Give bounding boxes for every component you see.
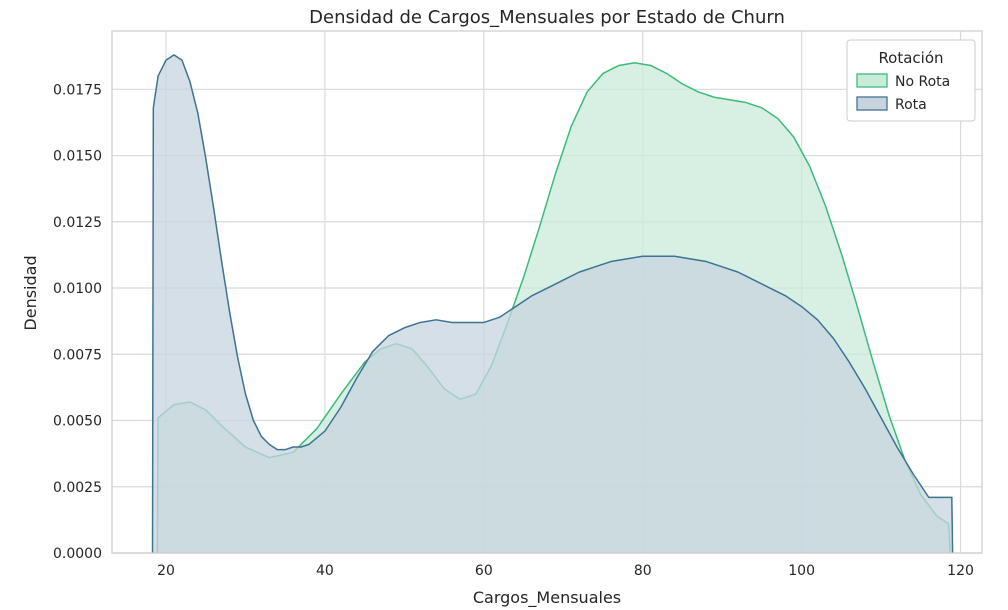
x-tick-label: 60 bbox=[475, 563, 493, 579]
legend-swatch-rota bbox=[856, 96, 888, 111]
y-tick-label: 0.0150 bbox=[53, 149, 102, 165]
legend-title: Rotación bbox=[878, 49, 943, 67]
plot-border bbox=[111, 30, 983, 554]
legend-label-rota: Rota bbox=[895, 97, 927, 113]
x-tick-label: 120 bbox=[947, 563, 974, 579]
x-tick-label: 80 bbox=[634, 563, 652, 579]
chart-title: Densidad de Cargos_Mensuales por Estado … bbox=[309, 7, 785, 28]
x-axis-ticks: 20 40 60 80 100 120 bbox=[157, 563, 974, 579]
density-areas bbox=[151, 54, 954, 554]
x-tick-label: 20 bbox=[157, 563, 175, 579]
x-tick-label: 100 bbox=[788, 563, 815, 579]
y-tick-label: 0.0175 bbox=[53, 82, 102, 98]
y-tick-label: 0.0050 bbox=[53, 414, 102, 430]
y-axis-ticks: 0.0000 0.0025 0.0050 0.0075 0.0100 0.0125 0.01… bbox=[53, 82, 102, 562]
density-line-rota bbox=[151, 54, 954, 554]
y-tick-label: 0.0100 bbox=[53, 281, 102, 297]
x-tick-label: 40 bbox=[316, 563, 334, 579]
y-axis-label: Densidad bbox=[21, 255, 40, 330]
y-tick-label: 0.0000 bbox=[53, 546, 102, 562]
density-area-rota bbox=[152, 54, 953, 553]
plot-frame bbox=[111, 30, 983, 554]
legend-label-no-rota: No Rota bbox=[895, 74, 950, 90]
y-tick-label: 0.0125 bbox=[53, 215, 102, 231]
legend: Rotación No Rota Rota bbox=[846, 39, 976, 122]
legend-swatch-no-rota bbox=[856, 73, 888, 88]
y-tick-label: 0.0025 bbox=[53, 480, 102, 496]
x-axis-label: Cargos_Mensuales bbox=[473, 588, 621, 608]
y-tick-label: 0.0075 bbox=[53, 347, 102, 363]
